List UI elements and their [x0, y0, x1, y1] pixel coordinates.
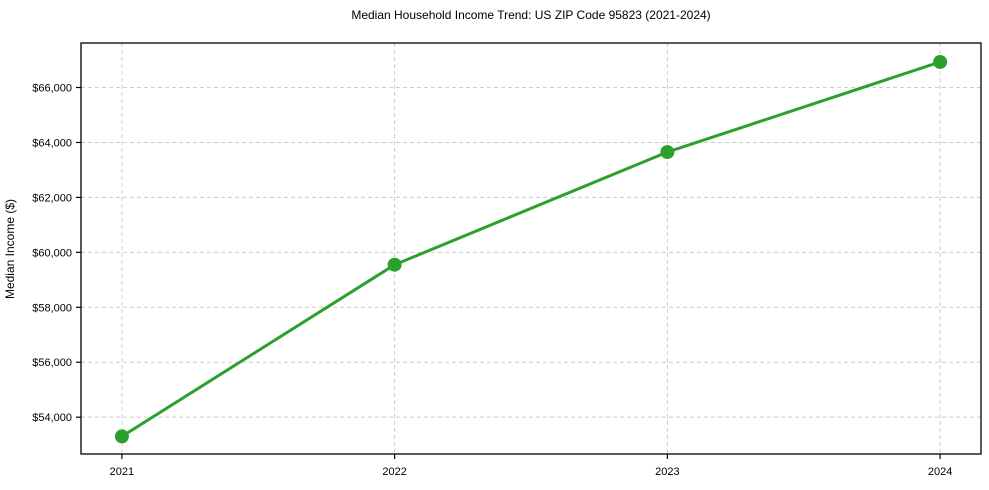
data-point-2021: [114, 429, 129, 444]
data-point-2024: [933, 54, 948, 69]
y-tick-label: $56,000: [32, 357, 72, 369]
y-tick-label: $62,000: [32, 192, 72, 204]
trend-line: [120, 60, 942, 438]
y-tick-label: $58,000: [32, 302, 72, 314]
y-tick-label: $54,000: [32, 412, 72, 424]
chart-title: Median Household Income Trend: US ZIP Co…: [351, 8, 711, 22]
y-tick-label: $60,000: [32, 247, 72, 259]
data-point-2022: [387, 257, 402, 272]
x-tick-label: 2022: [382, 466, 406, 478]
x-tick-label: 2023: [655, 466, 679, 478]
data-point-2023: [660, 145, 675, 160]
y-tick-label: $66,000: [32, 83, 72, 95]
x-tick-label: 2021: [110, 466, 134, 478]
x-tick-label: 2024: [928, 466, 952, 478]
plot-border: [80, 42, 982, 455]
y-tick-label: $64,000: [32, 137, 72, 149]
